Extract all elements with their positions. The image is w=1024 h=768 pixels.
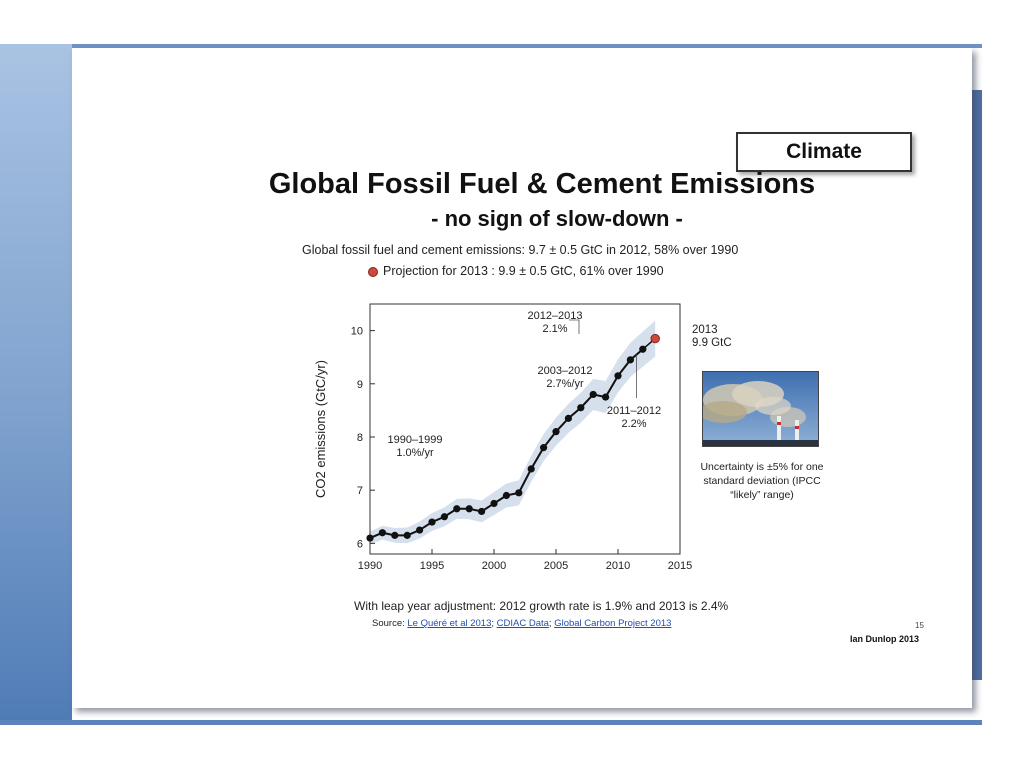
data-point-2011 [626, 356, 634, 364]
window-top-band [0, 44, 982, 48]
data-point-1993 [403, 531, 411, 539]
projection-summary: Projection for 2013 : 9.9 ± 0.5 GtC, 61%… [368, 264, 664, 278]
projection-dot-icon [368, 266, 378, 277]
note-2013: 2013 9.9 GtC [692, 324, 732, 350]
y-tick-label-7: 7 [357, 485, 363, 497]
y-tick-label-9: 9 [357, 379, 363, 391]
data-point-2000 [490, 499, 498, 508]
data-point-2003 [527, 465, 535, 473]
data-point-1996 [440, 513, 448, 521]
annotation-1-line-0: 2003–2012 [537, 365, 592, 377]
projection-point [650, 333, 660, 344]
source-label: Source: [372, 618, 405, 629]
x-tick-label-2010: 2010 [606, 560, 630, 572]
source-link-cdiac[interactable]: CDIAC Data [496, 618, 549, 629]
data-point-2010 [614, 372, 622, 380]
window-right-edge [972, 90, 982, 680]
x-tick-label-2005: 2005 [544, 560, 568, 572]
data-point-2005 [552, 428, 560, 436]
emissions-summary: Global fossil fuel and cement emissions:… [302, 243, 739, 257]
data-point-2006 [564, 414, 572, 422]
uncertainty-band [370, 320, 656, 545]
data-point-2008 [589, 390, 597, 399]
source-line: Source: Le Quéré et al 2013; CDIAC Data;… [372, 618, 672, 629]
data-point-1998 [465, 505, 473, 513]
window-bottom-band [0, 720, 982, 725]
annotation-0-line-1: 1.0%/yr [396, 447, 434, 459]
annotation-3-line-0: 2011–2012 [607, 405, 661, 417]
source-link-lequere[interactable]: Le Quéré et al 2013 [407, 618, 492, 629]
data-point-2007 [577, 404, 585, 412]
data-point-2002 [515, 489, 523, 497]
slide-title: Global Fossil Fuel & Cement Emissions [268, 168, 816, 200]
leap-year-note: With leap year adjustment: 2012 growth r… [354, 599, 729, 613]
slide: Climate Global Fossil Fuel & Cement Emis… [72, 48, 972, 708]
y-tick-label-10: 10 [351, 326, 363, 338]
data-point-1991 [378, 529, 386, 537]
plot-frame [369, 303, 681, 555]
data-point-1994 [416, 526, 424, 534]
y-tick-label-8: 8 [357, 432, 363, 444]
data-point-2004 [540, 444, 548, 452]
x-tick-label-1995: 1995 [420, 560, 444, 572]
annotation-1-line-1: 2.7%/yr [546, 378, 584, 390]
data-point-2001 [502, 491, 510, 500]
data-point-1997 [453, 505, 461, 513]
data-point-1992 [391, 531, 399, 539]
data-point-1995 [428, 518, 436, 526]
smokestacks-photo [702, 371, 819, 447]
climate-badge: Climate [736, 132, 912, 172]
x-tick-label-1990: 1990 [358, 560, 382, 572]
page-number: 15 [915, 621, 924, 630]
x-tick-label-2015: 2015 [668, 560, 692, 572]
author-credit: Ian Dunlop 2013 [850, 634, 920, 644]
window-left-panel [0, 44, 72, 724]
data-point-2009 [602, 393, 610, 401]
note-2013-year: 2013 [692, 324, 718, 336]
annotation-0-line-0: 1990–1999 [387, 434, 442, 446]
emissions-chart: 1990 1995 2000 2005 2010 2015 6 7 8 9 10 CO2 emissi… [313, 303, 692, 572]
y-axis-label: CO2 emissions (GtC/yr) [313, 360, 328, 498]
uncertainty-note: Uncertainty is ±5% for one standard devi… [700, 461, 824, 501]
data-point-1990 [366, 534, 374, 542]
source-link-gcp[interactable]: Global Carbon Project 2013 [554, 618, 672, 629]
slide-subtitle: - no sign of slow-down - [431, 206, 683, 231]
y-tick-label-6: 6 [357, 538, 363, 550]
annotation-3-line-1: 2.2% [621, 418, 646, 430]
annotation-2-line-1: 2.1% [542, 323, 567, 335]
x-tick-label-2000: 2000 [482, 560, 506, 572]
annotation-2-line-0: 2012–2013 [527, 310, 582, 322]
data-point-1999 [478, 507, 486, 516]
projection-summary-text: Projection for 2013 : 9.9 ± 0.5 GtC, 61%… [383, 264, 664, 278]
annotation-bracket-2012-2013 [569, 319, 580, 334]
note-2013-value: 9.9 GtC [692, 337, 732, 349]
